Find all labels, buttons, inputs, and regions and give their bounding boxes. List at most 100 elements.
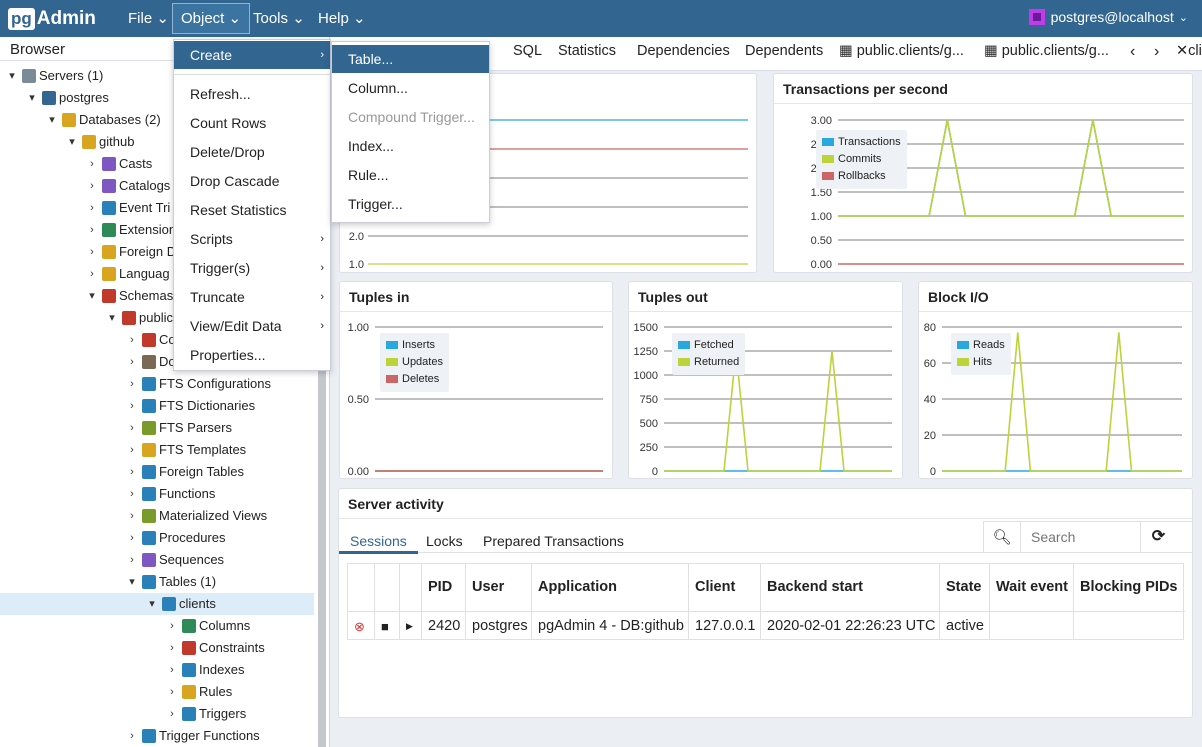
cancel-query-icon[interactable]: ■: [375, 611, 400, 640]
menu-file[interactable]: File ⌄: [128, 10, 169, 27]
tree-item[interactable]: › Catalogs: [86, 175, 170, 197]
chevron-down-icon[interactable]: ▾: [129, 576, 135, 588]
col-user[interactable]: User: [466, 564, 532, 611]
col-application[interactable]: Application: [532, 564, 689, 611]
tree-item[interactable]: ▾ Databases (2): [46, 109, 161, 131]
tree-item[interactable]: › Event Tri: [86, 197, 170, 219]
menu-item-scripts[interactable]: Scripts ›: [174, 225, 330, 253]
col-blocking-pids[interactable]: Blocking PIDs: [1080, 579, 1178, 595]
tree-item[interactable]: ▾ Schemas: [86, 285, 173, 307]
search-input[interactable]: [1020, 522, 1140, 552]
chevron-right-icon[interactable]: ›: [90, 158, 94, 170]
tree-item[interactable]: › Sequences: [126, 549, 224, 571]
chevron-right-icon[interactable]: ›: [170, 708, 174, 720]
chevron-right-icon[interactable]: ›: [130, 730, 134, 742]
tree-item[interactable]: › Co: [126, 329, 176, 351]
col-wait-event[interactable]: Wait event: [990, 564, 1074, 611]
chevron-right-icon[interactable]: ›: [130, 400, 134, 412]
tab-scroll-right-icon[interactable]: ›: [1154, 43, 1160, 60]
tab-query-tool-2[interactable]: ▦ public.clients/g...: [984, 43, 1109, 59]
tree-item[interactable]: › Trigger Functions: [126, 725, 260, 747]
tree-scrollbar[interactable]: [318, 337, 326, 747]
menu-help[interactable]: Help ⌄: [318, 10, 366, 27]
chevron-right-icon[interactable]: ›: [130, 554, 134, 566]
terminate-session-icon[interactable]: ⊗: [348, 611, 375, 640]
tree-item[interactable]: › FTS Configurations: [126, 373, 271, 395]
chevron-right-icon[interactable]: ›: [90, 246, 94, 258]
tree-item[interactable]: ▾ postgres: [26, 87, 109, 109]
chevron-right-icon[interactable]: ›: [130, 510, 134, 522]
tree-item[interactable]: ▾ Servers (1): [6, 65, 103, 87]
tab-sessions[interactable]: Sessions: [350, 533, 407, 549]
menu-item-properties[interactable]: Properties...: [190, 347, 266, 363]
menu-item-truncate[interactable]: Truncate ›: [174, 283, 330, 311]
tree-item[interactable]: › Foreign Tables: [126, 461, 244, 483]
chevron-right-icon[interactable]: ›: [90, 180, 94, 192]
pgadmin-logo[interactable]: pg Admin: [8, 6, 96, 31]
tab-scroll-left-icon[interactable]: ‹: [1130, 43, 1136, 60]
chevron-right-icon[interactable]: ›: [170, 664, 174, 676]
chevron-right-icon[interactable]: ›: [130, 488, 134, 500]
chevron-right-icon[interactable]: ›: [170, 686, 174, 698]
chevron-right-icon[interactable]: ›: [170, 620, 174, 632]
tree-item[interactable]: › FTS Dictionaries: [126, 395, 255, 417]
menu-item-delete-drop[interactable]: Delete/Drop: [190, 144, 265, 160]
submenu-item-table[interactable]: Table...: [332, 45, 489, 73]
menu-item-create[interactable]: Create ›: [174, 41, 330, 69]
chevron-right-icon[interactable]: ›: [130, 334, 134, 346]
col-client[interactable]: Client: [689, 564, 761, 611]
tree-item[interactable]: › Rules: [166, 681, 232, 703]
menu-item-refresh[interactable]: Refresh...: [190, 86, 251, 102]
menu-object[interactable]: Object ⌄: [172, 3, 251, 34]
chevron-down-icon[interactable]: ▾: [29, 92, 35, 104]
tree-item[interactable]: › Casts: [86, 153, 152, 175]
chevron-right-icon[interactable]: ›: [170, 642, 174, 654]
tree-item[interactable]: ▾ github: [66, 131, 134, 153]
menu-item-trigger-s[interactable]: Trigger(s) ›: [174, 254, 330, 282]
chevron-right-icon[interactable]: ›: [130, 378, 134, 390]
tree-item[interactable]: › Functions: [126, 483, 215, 505]
submenu-item-column[interactable]: Column...: [348, 80, 408, 96]
chevron-right-icon[interactable]: ›: [130, 422, 134, 434]
tree-item[interactable]: › Extension: [86, 219, 176, 241]
chevron-right-icon[interactable]: ›: [130, 444, 134, 456]
expand-row-icon[interactable]: ▶: [400, 611, 422, 640]
chevron-down-icon[interactable]: ▾: [109, 312, 115, 324]
tree-item[interactable]: › Columns: [166, 615, 250, 637]
chevron-right-icon[interactable]: ›: [90, 268, 94, 280]
tree-item[interactable]: › Indexes: [166, 659, 245, 681]
tree-item[interactable]: ▾ clients: [0, 593, 314, 615]
submenu-item-trigger[interactable]: Trigger...: [348, 196, 403, 212]
tab-sql[interactable]: SQL: [513, 43, 543, 59]
menu-item-reset-statistics[interactable]: Reset Statistics: [190, 202, 287, 218]
submenu-item-index[interactable]: Index...: [348, 138, 394, 154]
chevron-right-icon[interactable]: ›: [130, 466, 134, 478]
menu-item-drop-cascade[interactable]: Drop Cascade: [190, 173, 280, 189]
tab-locks[interactable]: Locks: [426, 533, 463, 549]
chevron-down-icon[interactable]: ▾: [9, 70, 15, 82]
col-state[interactable]: State: [940, 564, 990, 611]
user-menu[interactable]: postgres@localhost ⌄: [1028, 9, 1188, 25]
tab-prepared-transactions[interactable]: Prepared Transactions: [483, 533, 624, 549]
tab-dependents[interactable]: Dependents: [745, 43, 824, 59]
submenu-item-rule[interactable]: Rule...: [348, 167, 389, 183]
tab-dependencies[interactable]: Dependencies: [637, 43, 730, 59]
tab-clients[interactable]: ✕cli: [1176, 43, 1202, 59]
col-backend-start[interactable]: Backend start: [761, 564, 940, 611]
tree-item[interactable]: › Constraints: [166, 637, 265, 659]
tree-item[interactable]: ▾ public: [106, 307, 173, 329]
tree-item[interactable]: › Procedures: [126, 527, 225, 549]
tree-item[interactable]: ▾ Tables (1): [126, 571, 216, 593]
tree-item[interactable]: › Languag: [86, 263, 170, 285]
tab-query-tool-1[interactable]: ▦ public.clients/g...: [839, 43, 964, 59]
chevron-down-icon[interactable]: ▾: [89, 290, 95, 302]
chevron-down-icon[interactable]: ▾: [49, 114, 55, 126]
tree-item[interactable]: › FTS Parsers: [126, 417, 232, 439]
tree-item[interactable]: › Foreign D: [86, 241, 176, 263]
tree-item[interactable]: › FTS Templates: [126, 439, 246, 461]
col-pid[interactable]: PID: [422, 564, 466, 611]
menu-tools[interactable]: Tools ⌄: [253, 10, 305, 27]
chevron-right-icon[interactable]: ›: [130, 356, 134, 368]
menu-item-count-rows[interactable]: Count Rows: [190, 115, 267, 131]
chevron-right-icon[interactable]: ›: [90, 202, 94, 214]
